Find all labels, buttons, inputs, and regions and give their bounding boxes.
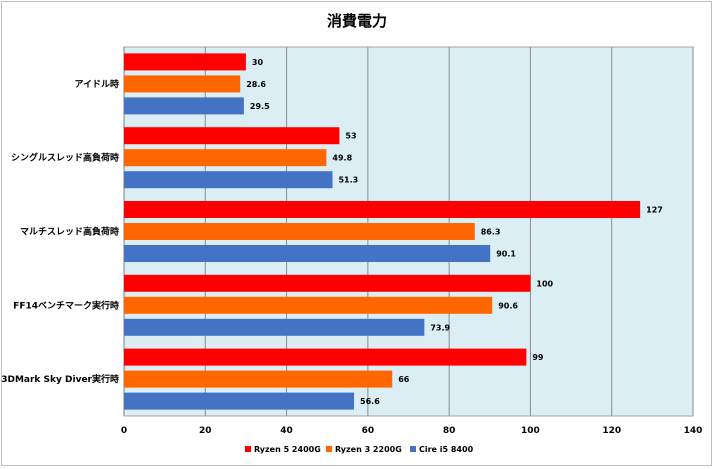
bar xyxy=(124,201,641,218)
data-label: 86.3 xyxy=(481,228,501,237)
legend-swatch xyxy=(410,446,416,452)
x-tick-label: 60 xyxy=(362,426,375,436)
data-label: 49.8 xyxy=(332,154,352,163)
bar xyxy=(124,296,493,314)
data-label: 51.3 xyxy=(338,176,358,185)
data-label: 28.6 xyxy=(246,80,266,89)
category-label: マルチスレッド高負荷時 xyxy=(20,226,119,238)
data-label: 100 xyxy=(536,279,553,288)
legend-label: Ryzen 5 2400G xyxy=(254,445,321,454)
bar xyxy=(124,348,527,366)
bar xyxy=(124,97,244,115)
data-label: 29.5 xyxy=(250,102,270,111)
legend-label: Cire i5 8400 xyxy=(419,445,474,454)
legend-swatch xyxy=(245,446,251,452)
bar xyxy=(124,149,327,167)
legend: Ryzen 5 2400G Ryzen 3 2200G Cire i5 8400 xyxy=(245,445,474,454)
chart-title: 消費電力 xyxy=(327,12,387,30)
bar xyxy=(124,223,475,240)
x-tick-label: 80 xyxy=(443,426,456,436)
plot-area: 0 20 40 60 80 100 120 140 アイドル時 30 28.6 29.5 シングルスレッ… xyxy=(1,46,703,436)
x-tick-label: 140 xyxy=(684,426,703,436)
category-label: FF14ベンチマーク実行時 xyxy=(13,299,119,311)
x-tick-label: 120 xyxy=(602,426,621,436)
data-label: 127 xyxy=(646,206,663,215)
data-label: 53 xyxy=(345,132,356,141)
category-label: アイドル時 xyxy=(74,78,119,90)
data-label: 66 xyxy=(398,375,410,384)
bar xyxy=(124,245,491,262)
data-label: 73.9 xyxy=(430,323,450,332)
x-tick-label: 40 xyxy=(280,426,293,436)
bar xyxy=(124,75,241,93)
data-label: 90.1 xyxy=(496,250,516,259)
data-label: 56.6 xyxy=(360,397,380,406)
bar xyxy=(124,370,393,388)
category-label: シングルスレッド高負荷時 xyxy=(11,152,119,164)
bar xyxy=(124,53,246,71)
data-label: 90.6 xyxy=(498,301,518,310)
legend-swatch xyxy=(326,446,332,452)
x-tick-label: 100 xyxy=(521,426,540,436)
bar xyxy=(124,274,531,292)
legend-label: Ryzen 3 2200G xyxy=(335,445,402,454)
category-label: 3DMark Sky Diver実行時 xyxy=(1,373,119,385)
bar xyxy=(124,318,425,336)
data-label: 99 xyxy=(532,353,544,362)
bar xyxy=(124,392,355,410)
bar xyxy=(124,171,333,189)
x-tick-label: 0 xyxy=(121,426,127,436)
x-tick-label: 20 xyxy=(199,426,212,436)
bar xyxy=(124,127,340,145)
data-label: 30 xyxy=(252,58,264,67)
